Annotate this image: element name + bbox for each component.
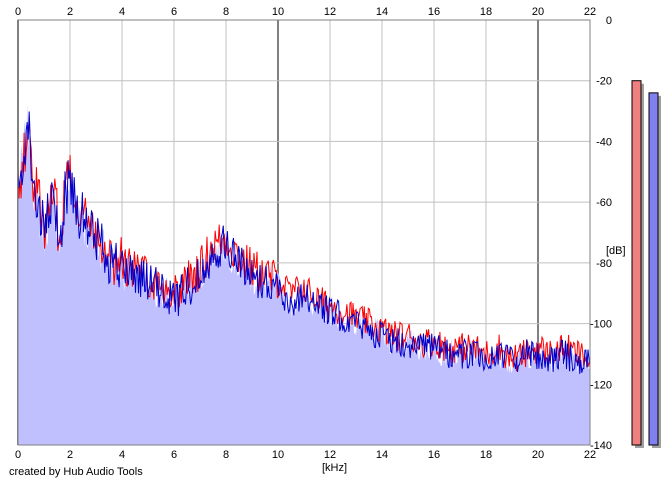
y-tick--80: -80	[596, 258, 612, 270]
x-tick-bottom-12: 12	[324, 449, 336, 461]
x-tick-top-20: 20	[532, 6, 544, 18]
x-tick-bottom-2: 2	[67, 449, 73, 461]
y-tick--20: -20	[596, 76, 612, 88]
y-axis-label: [dB]	[606, 245, 626, 257]
x-tick-bottom-6: 6	[171, 449, 177, 461]
x-tick-top-18: 18	[480, 6, 492, 18]
x-tick-top-2: 2	[67, 6, 73, 18]
y-tick--100: -100	[590, 319, 612, 331]
x-axis-ticks-top: 0 2 4 6 8 10 12 14 16 18 20 22	[15, 6, 596, 18]
credit-footer: created by Hub Audio Tools	[9, 466, 143, 478]
series-line-2	[17, 111, 591, 374]
series-line-1	[17, 121, 591, 372]
level-meter-2	[648, 92, 659, 446]
y-tick-0: 0	[606, 15, 612, 27]
x-tick-top-16: 16	[428, 6, 440, 18]
x-tick-bottom-16: 16	[428, 449, 440, 461]
x-tick-bottom-22: 22	[584, 449, 596, 461]
x-tick-bottom-10: 10	[272, 449, 284, 461]
y-axis-ticks: 0 -20 -40 -60 -80 -100 -120 -140	[590, 15, 612, 452]
x-tick-top-10: 10	[272, 6, 284, 18]
x-tick-bottom-18: 18	[480, 449, 492, 461]
x-axis-label: [kHz]	[322, 462, 347, 474]
x-tick-bottom-4: 4	[119, 449, 125, 461]
x-tick-top-8: 8	[223, 6, 229, 18]
y-tick--120: -120	[590, 379, 612, 391]
y-tick--140: -140	[590, 440, 612, 452]
y-tick--60: -60	[596, 197, 612, 209]
x-tick-top-14: 14	[376, 6, 388, 18]
y-tick--40: -40	[596, 136, 612, 148]
series-layer	[17, 111, 591, 374]
x-tick-top-22: 22	[584, 6, 596, 18]
x-tick-top-4: 4	[119, 6, 125, 18]
x-tick-top-12: 12	[324, 6, 336, 18]
spectrum-fill-area	[18, 103, 590, 445]
x-tick-bottom-14: 14	[376, 449, 388, 461]
x-tick-bottom-8: 8	[223, 449, 229, 461]
level-meters	[631, 80, 661, 448]
x-tick-top-0: 0	[15, 6, 21, 18]
x-tick-bottom-20: 20	[532, 449, 544, 461]
x-tick-bottom-0: 0	[15, 449, 21, 461]
plot-border	[17, 19, 591, 446]
x-tick-top-6: 6	[171, 6, 177, 18]
x-axis-ticks-bottom: 0 2 4 6 8 10 12 14 16 18 20 22	[15, 449, 596, 461]
level-meter-1	[631, 80, 642, 446]
